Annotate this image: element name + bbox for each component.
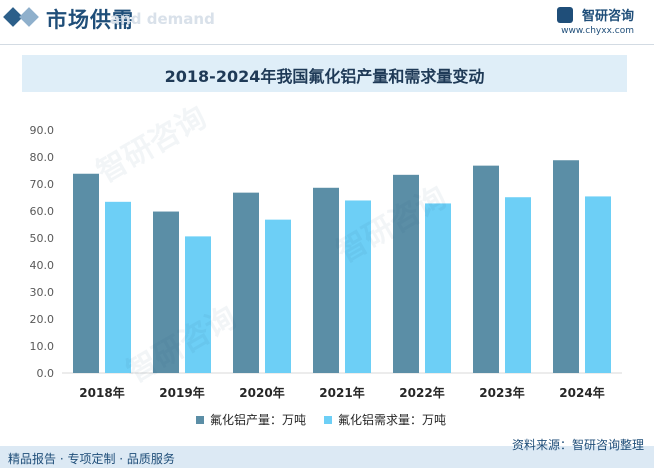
chart-title-band: 2018-2024年我国氟化铝产量和需求量变动 — [22, 55, 627, 92]
bar-demand — [105, 201, 131, 373]
chart-title: 2018-2024年我国氟化铝产量和需求量变动 — [164, 67, 485, 86]
x-tick-label: 2019年 — [159, 385, 204, 400]
y-tick-label: 10.0 — [30, 340, 55, 353]
bar-demand — [585, 196, 611, 373]
y-tick-label: 0.0 — [37, 367, 55, 380]
source-note: 资料来源：智研咨询整理 — [511, 438, 644, 452]
bar-production — [553, 160, 579, 373]
legend-label: 氟化铝需求量：万吨 — [338, 412, 446, 427]
y-tick-label: 80.0 — [30, 151, 55, 164]
legend-swatch — [324, 416, 332, 424]
x-tick-label: 2022年 — [399, 385, 444, 400]
bar-demand — [505, 197, 531, 373]
bar-production — [473, 165, 499, 373]
bar-production — [153, 211, 179, 373]
y-tick-label: 60.0 — [30, 205, 55, 218]
bar-production — [313, 187, 339, 373]
y-tick-label: 70.0 — [30, 178, 55, 191]
legend-label: 氟化铝产量：万吨 — [210, 412, 306, 427]
bar-demand — [345, 200, 371, 373]
x-tick-label: 2021年 — [319, 385, 364, 400]
y-tick-label: 90.0 — [30, 124, 55, 137]
header: 市场供需 and demand 智研咨询 www.chyxx.com — [0, 0, 654, 38]
y-tick-label: 20.0 — [30, 313, 55, 326]
bar-production — [393, 174, 419, 373]
y-tick-label: 50.0 — [30, 232, 55, 245]
y-tick-label: 40.0 — [30, 259, 55, 272]
bar-production — [233, 192, 259, 373]
bar-chart: 0.0 10.0 20.0 30.0 40.0 50.0 60.0 70.0 80.0 90.0 2… — [30, 124, 622, 427]
logo-icon — [556, 6, 573, 23]
legend-swatch — [196, 416, 204, 424]
bar-demand — [185, 236, 211, 373]
y-tick-label: 30.0 — [30, 286, 55, 299]
bar-demand — [425, 203, 451, 373]
section-title: 市场供需 — [46, 8, 134, 32]
header-divider — [0, 44, 654, 45]
x-tick-label: 2024年 — [559, 385, 604, 400]
logo-url: www.chyxx.com — [561, 26, 634, 36]
x-tick-label: 2018年 — [79, 385, 124, 400]
footer: 精品报告 · 专项定制 · 品质服务 资料来源：智研咨询整理 — [0, 438, 654, 468]
x-tick-label: 2020年 — [239, 385, 284, 400]
footer-slogan: 精品报告 · 专项定制 · 品质服务 — [8, 452, 175, 466]
bar-demand — [265, 219, 291, 373]
brand-logo: 智研咨询 www.chyxx.com — [556, 4, 634, 36]
x-tick-label: 2023年 — [479, 385, 524, 400]
section-subtitle: and demand — [110, 10, 215, 28]
logo-name: 智研咨询 — [581, 9, 634, 24]
bar-production — [73, 173, 99, 373]
